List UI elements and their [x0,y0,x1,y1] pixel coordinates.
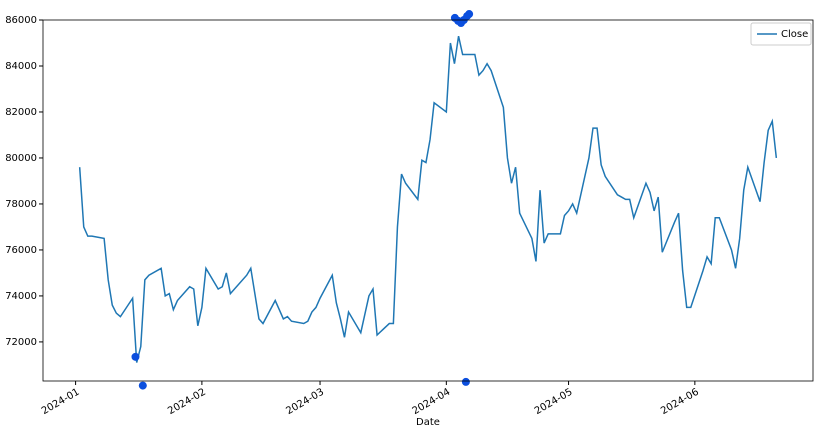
y-tick-label: 82000 [5,107,37,118]
marker [461,377,470,386]
y-tick-label: 84000 [5,61,37,72]
marker [131,352,140,361]
y-tick-label: 80000 [5,153,37,164]
legend-label: Close [781,29,808,40]
legend-box [750,22,812,46]
x-tick-label: 2024-05 [533,387,575,417]
x-axis-label: Date [416,417,440,428]
y-tick-label: 86000 [5,15,37,26]
x-tick-label: 2024-06 [659,387,701,417]
x-tick-label: 2024-04 [411,387,453,417]
y-tick-label: 76000 [5,245,37,256]
marker [138,381,147,390]
x-tick-label: 2024-03 [284,387,326,417]
y-tick-label: 78000 [5,199,37,210]
line [78,35,778,363]
plot-frame [42,19,814,382]
x-tick-label: 2024-02 [166,387,208,417]
marker [465,10,474,19]
x-tick-label: 2024-01 [40,387,82,417]
y-tick-label: 74000 [5,291,37,302]
y-tick-label: 72000 [5,337,37,348]
